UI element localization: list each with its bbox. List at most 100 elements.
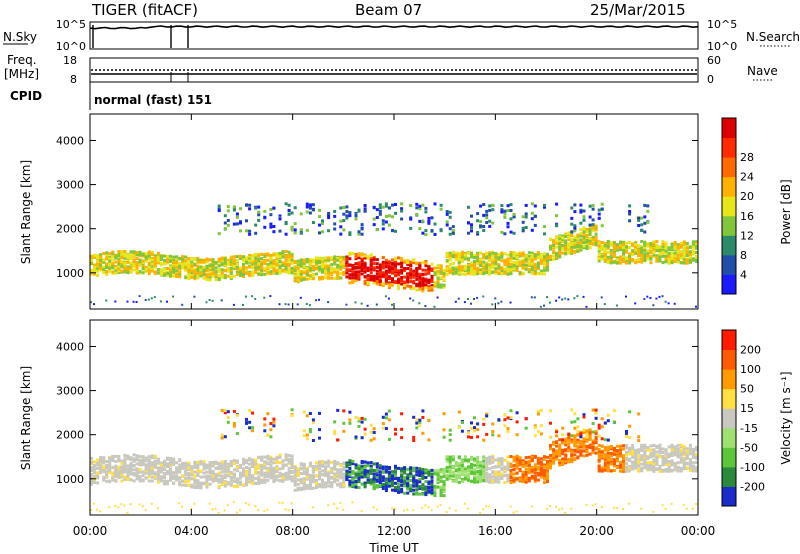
power-cell bbox=[485, 266, 489, 270]
velocity-cell bbox=[153, 475, 157, 479]
power-cell bbox=[141, 259, 145, 263]
velocity-cell bbox=[311, 486, 315, 490]
power-cell bbox=[615, 258, 619, 262]
power-cell bbox=[576, 241, 580, 245]
velocity-cell bbox=[375, 462, 379, 466]
power-cell bbox=[561, 247, 565, 251]
velocity-cell bbox=[269, 422, 273, 426]
power-cell bbox=[239, 254, 242, 258]
power-cell bbox=[603, 244, 607, 248]
velocity-cell bbox=[284, 455, 288, 459]
power-cell bbox=[108, 266, 112, 270]
power-cell bbox=[418, 276, 422, 280]
power-cell bbox=[156, 268, 160, 272]
velocity-cell bbox=[366, 469, 370, 473]
power-cell bbox=[336, 265, 340, 269]
velocity-cell bbox=[357, 477, 361, 481]
velocity-cell bbox=[141, 473, 145, 477]
velocity-cell bbox=[117, 457, 121, 461]
power-cell bbox=[90, 262, 93, 266]
power-cell bbox=[573, 210, 577, 214]
power-cell bbox=[269, 213, 273, 217]
velocity-cell bbox=[175, 478, 179, 482]
power-cell bbox=[108, 252, 112, 256]
power-cell bbox=[324, 272, 328, 276]
velocity-cell bbox=[229, 483, 233, 487]
power-cell bbox=[512, 231, 516, 235]
velocity-cell bbox=[181, 483, 185, 487]
power-cell bbox=[539, 257, 543, 261]
power-cell bbox=[646, 249, 650, 253]
power-cell bbox=[381, 284, 385, 288]
power-cell bbox=[521, 215, 525, 219]
power-cell bbox=[576, 249, 580, 253]
power-cell bbox=[269, 222, 273, 226]
power-cell bbox=[543, 252, 546, 256]
power-cell bbox=[485, 270, 489, 274]
velocity-cell bbox=[117, 470, 121, 474]
power-cell bbox=[284, 250, 288, 253]
power-cell bbox=[135, 266, 139, 270]
velocity-cell bbox=[378, 479, 382, 483]
power-cell bbox=[576, 244, 580, 248]
velocity-cell bbox=[102, 456, 106, 460]
power-cell bbox=[318, 268, 321, 272]
velocity-cell bbox=[260, 455, 264, 459]
power-cell bbox=[369, 264, 373, 268]
velocity-cell bbox=[272, 457, 276, 461]
power-cell bbox=[597, 216, 601, 220]
power-cell bbox=[421, 268, 425, 272]
power-cell bbox=[667, 257, 671, 261]
power-cell bbox=[345, 268, 349, 272]
power-cell bbox=[384, 258, 388, 262]
velocity-cell bbox=[239, 481, 242, 485]
power-cell bbox=[512, 261, 516, 265]
power-cell bbox=[248, 203, 252, 207]
power-cell bbox=[299, 271, 303, 275]
velocity-cell bbox=[348, 463, 352, 467]
power-cell bbox=[555, 257, 559, 260]
power-cell bbox=[318, 276, 321, 280]
power-cell bbox=[193, 277, 197, 281]
power-cell bbox=[549, 245, 552, 249]
power-cell bbox=[272, 206, 276, 210]
power-cell bbox=[561, 236, 565, 240]
power-cell bbox=[634, 243, 638, 247]
freq-tick-top: 18 bbox=[63, 54, 77, 67]
power-cell bbox=[384, 261, 388, 265]
power-cell bbox=[500, 266, 504, 270]
velocity-cell bbox=[415, 482, 419, 486]
power-cell bbox=[235, 271, 239, 275]
velocity-cell bbox=[421, 474, 425, 478]
power-cell bbox=[363, 282, 367, 286]
power-cell bbox=[327, 256, 331, 260]
power-cell bbox=[612, 249, 616, 253]
power-cell bbox=[357, 232, 361, 236]
power-cell bbox=[208, 273, 212, 277]
velocity-cell bbox=[418, 467, 422, 471]
power-cell bbox=[391, 261, 394, 265]
power-cell bbox=[257, 262, 261, 266]
velocity-cell bbox=[150, 464, 154, 468]
velocity-cell bbox=[211, 475, 215, 479]
velocity-cell bbox=[403, 469, 407, 472]
power-cell bbox=[336, 258, 340, 262]
power-cell bbox=[135, 301, 138, 303]
velocity-cell bbox=[372, 483, 376, 487]
power-cell bbox=[622, 258, 625, 262]
power-cell bbox=[345, 205, 349, 209]
power-cell bbox=[391, 229, 394, 233]
velocity-cell bbox=[269, 471, 273, 475]
velocity-cell bbox=[120, 470, 124, 474]
velocity-cell bbox=[394, 432, 397, 436]
power-cell bbox=[628, 261, 632, 265]
power-cell bbox=[354, 270, 358, 274]
power-cell bbox=[248, 271, 252, 275]
velocity-cell bbox=[266, 508, 269, 511]
power-cell bbox=[679, 252, 683, 256]
power-cell bbox=[427, 281, 431, 285]
velocity-cell bbox=[336, 474, 340, 478]
velocity-cell bbox=[223, 484, 227, 488]
power-cell bbox=[424, 259, 428, 263]
velocity-cell bbox=[321, 460, 324, 464]
